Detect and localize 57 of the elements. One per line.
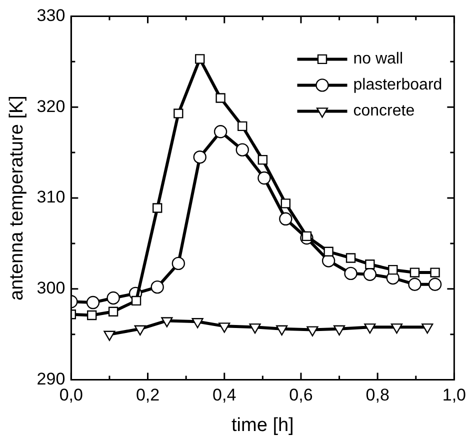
point [258,171,271,185]
x-tick-label: 1,0 [442,386,466,405]
point [174,108,184,118]
legend-label: plasterboard [353,76,442,94]
point [134,325,146,336]
point [218,322,230,333]
point [195,54,205,64]
point [238,121,248,132]
point [104,330,116,341]
point [106,291,120,305]
point [258,154,268,165]
point [108,306,118,316]
legend-label: no wall [353,50,404,68]
point [131,296,142,306]
point [428,278,442,291]
point [86,296,100,310]
y-tick-label: 320 [36,96,66,116]
x-tick-label: 0,8 [366,386,390,405]
point [390,323,403,334]
x-axis-title: time [h] [232,414,294,436]
legend-label: concrete [353,102,415,120]
point [236,143,249,156]
point [430,268,440,278]
point [249,323,261,334]
y-tick-label: 290 [36,369,66,388]
point [161,317,173,328]
point [192,318,204,328]
point [410,268,420,278]
point [422,323,434,334]
point [346,253,356,263]
x-tick-label: 0,2 [136,386,160,405]
point [344,266,358,280]
point [193,150,206,164]
point [364,323,376,334]
point [152,203,162,213]
point [324,246,334,256]
point [87,310,97,320]
point [276,325,288,336]
point [333,325,346,336]
point [214,125,228,138]
x-tick-label: 0,4 [212,386,236,405]
point [306,326,318,336]
point [280,198,290,208]
point [279,212,292,226]
point [216,93,226,103]
point [388,264,398,275]
point [363,268,377,281]
x-tick-label: 0,6 [289,386,313,405]
y-tick-label: 310 [36,188,66,207]
x-tick-label: 0,0 [59,386,83,405]
y-axis-title: antenna temperature [K] [6,96,28,300]
point [172,256,186,270]
y-tick-label: 330 [36,6,66,25]
point [365,260,375,270]
point [150,280,164,294]
point [408,278,422,291]
y-tick-label: 300 [36,278,66,298]
